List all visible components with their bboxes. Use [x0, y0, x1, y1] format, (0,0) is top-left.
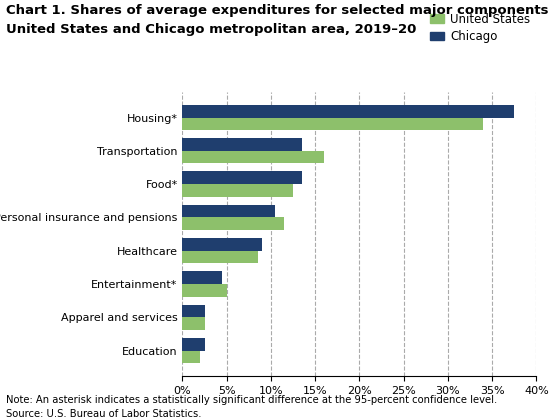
Bar — [182, 184, 293, 197]
Bar — [182, 351, 200, 363]
Bar — [182, 171, 302, 184]
Bar — [182, 305, 205, 317]
Bar — [182, 238, 262, 251]
Bar — [182, 117, 483, 130]
Bar — [182, 317, 205, 330]
Bar — [182, 338, 205, 351]
Legend: United States, Chicago: United States, Chicago — [430, 13, 530, 43]
Bar — [182, 217, 284, 230]
Bar — [182, 251, 258, 263]
Text: Chart 1. Shares of average expenditures for selected major components in the: Chart 1. Shares of average expenditures … — [6, 4, 553, 17]
Bar — [182, 271, 222, 284]
Bar — [182, 284, 227, 297]
Bar — [182, 205, 275, 217]
Bar — [182, 151, 324, 163]
Bar — [182, 138, 302, 151]
Text: Source: U.S. Bureau of Labor Statistics.: Source: U.S. Bureau of Labor Statistics. — [6, 409, 201, 418]
Text: Note: An asterisk indicates a statistically significant difference at the 95-per: Note: An asterisk indicates a statistica… — [6, 395, 497, 405]
Bar — [182, 105, 514, 117]
Text: United States and Chicago metropolitan area, 2019–20: United States and Chicago metropolitan a… — [6, 23, 416, 36]
